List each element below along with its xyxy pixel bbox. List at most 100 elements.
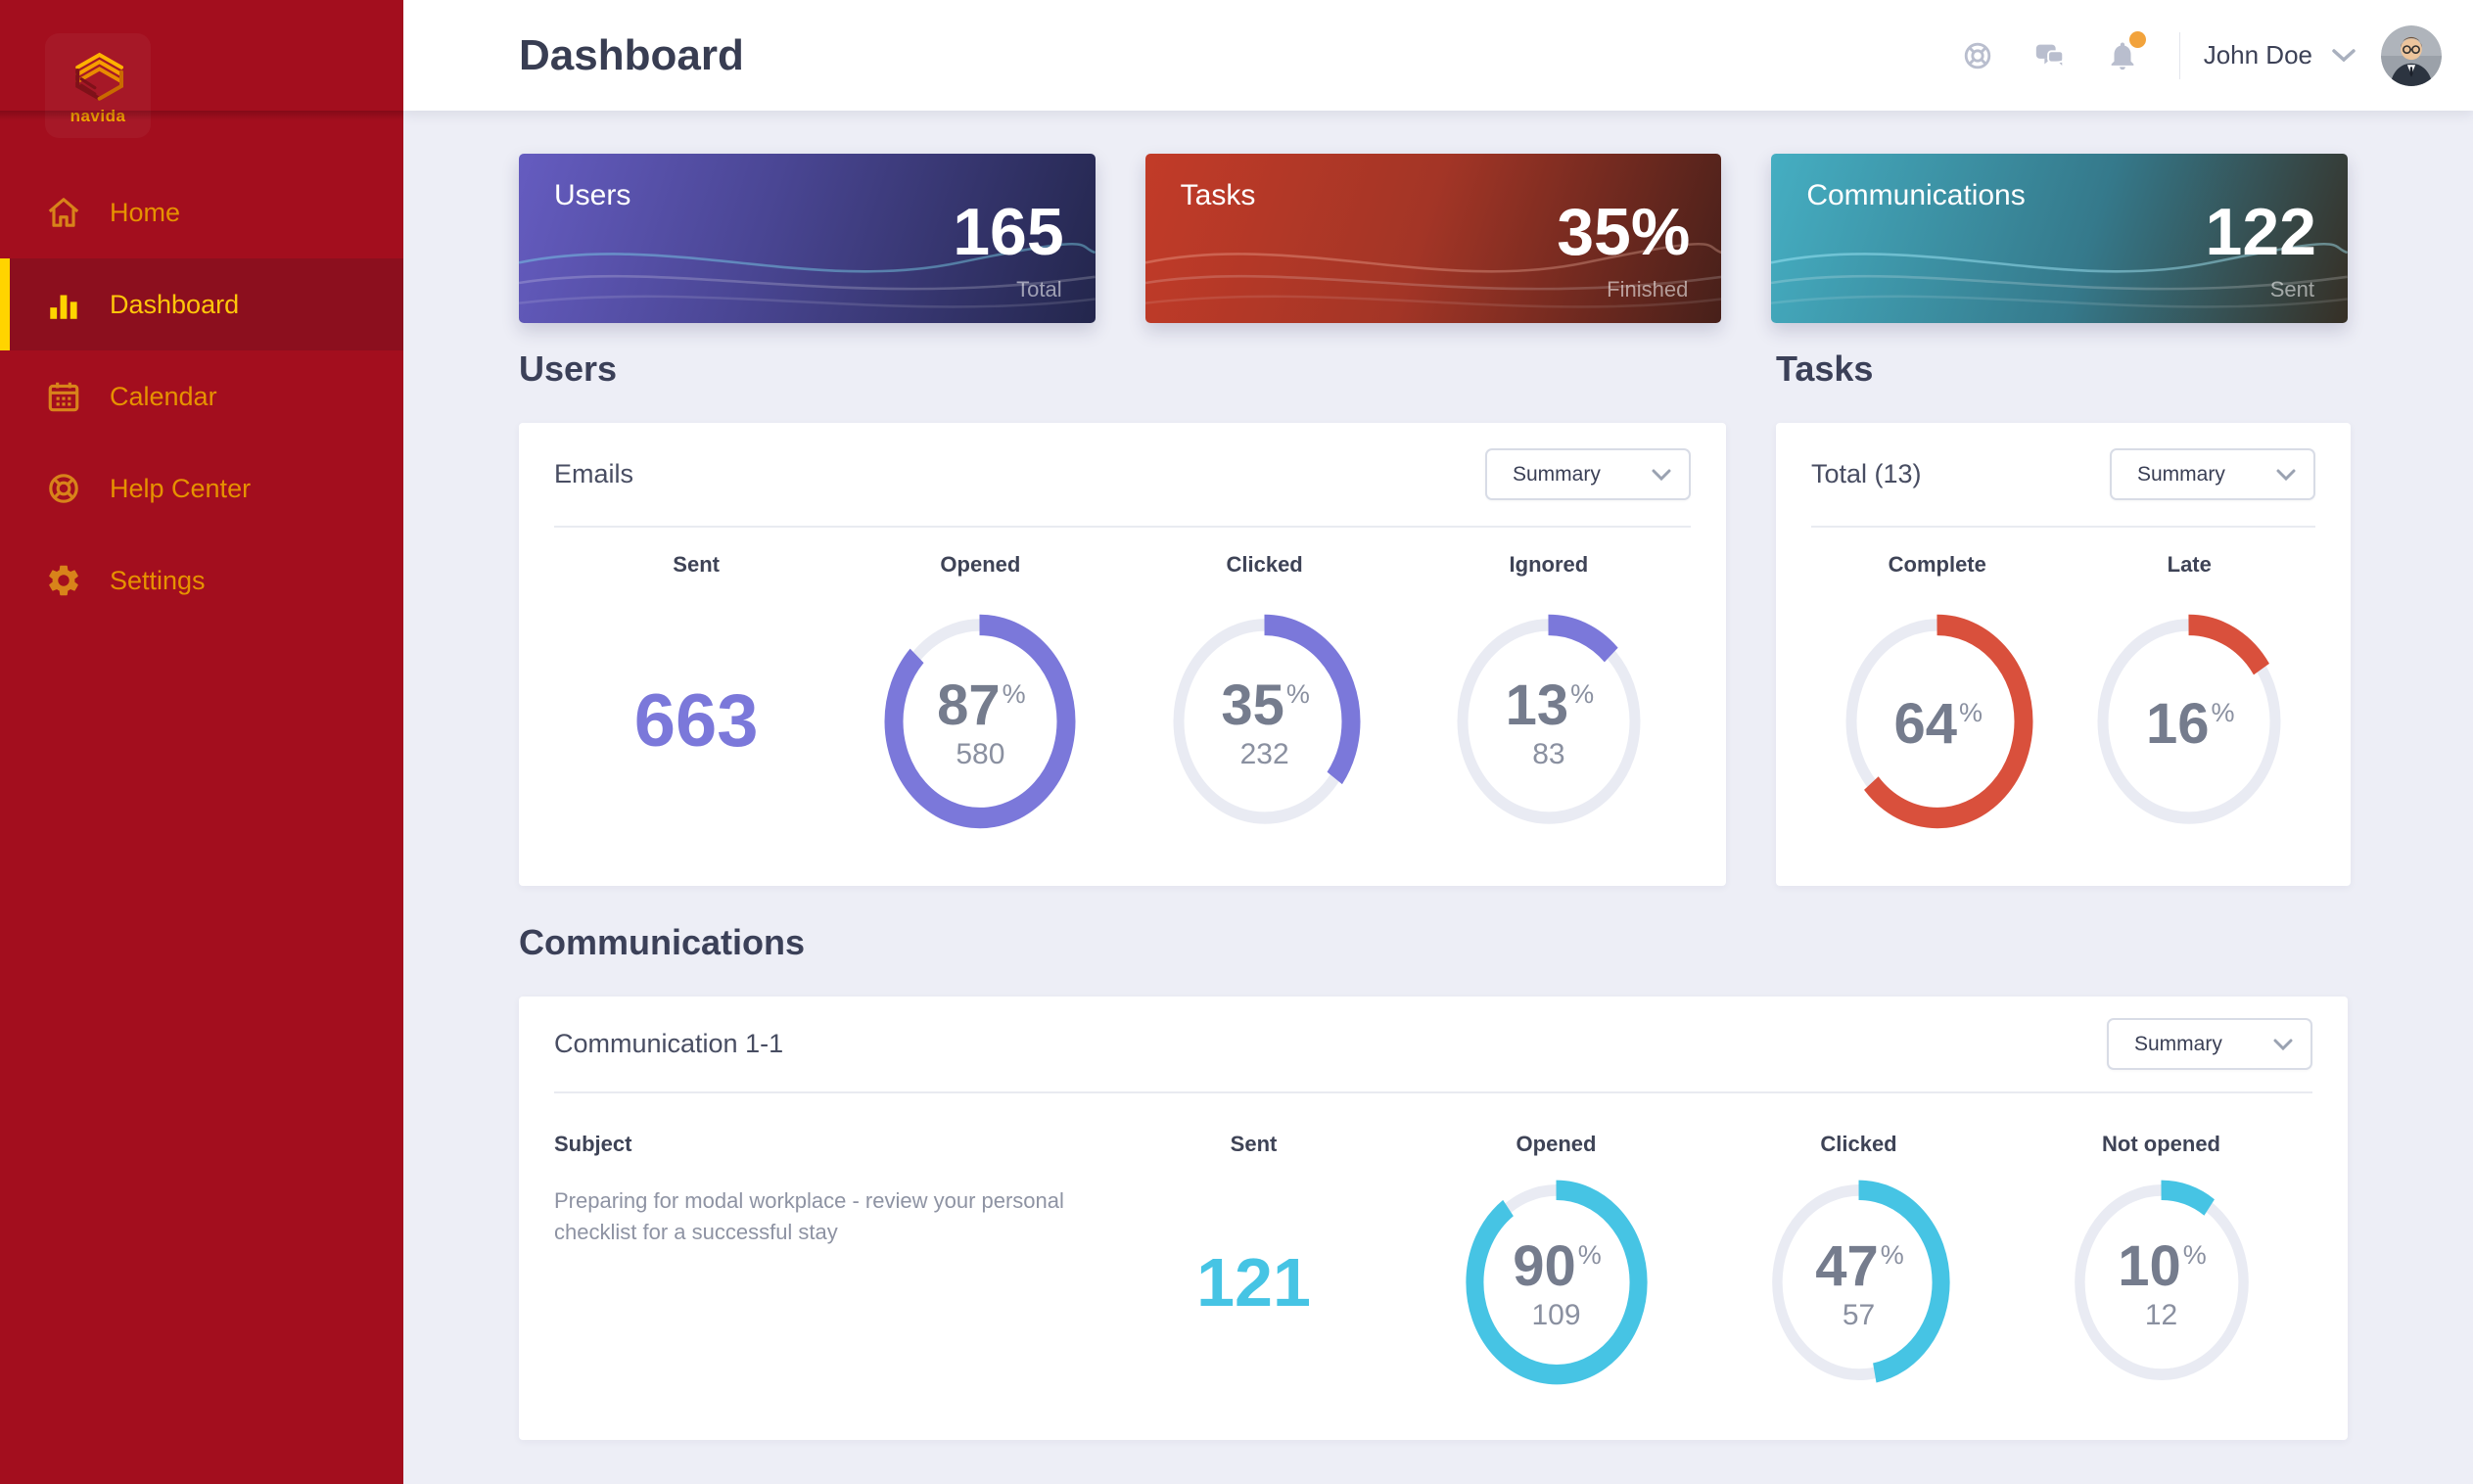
tasks-section-heading: Tasks (1776, 348, 1874, 389)
sent-column: Sent 663 (554, 551, 838, 831)
avatar[interactable] (2381, 24, 2442, 86)
notification-dot (2128, 30, 2146, 48)
users-section-heading: Users (519, 348, 618, 389)
stat-card-value: 122 (2205, 195, 2316, 269)
top-header: Dashboard (403, 0, 2473, 111)
donut-chart-clicked: 35% 232 (1167, 612, 1363, 831)
communications-section: Communications Communication 1-1 Summary… (519, 918, 2348, 1440)
not-opened-column: Not opened 10% 12 (2010, 1131, 2312, 1387)
column-label: Opened (1516, 1132, 1597, 1156)
column-label: Clicked (1820, 1132, 1897, 1156)
stat-card-row: Users 165 Total Tasks 35% Finished Commu… (519, 154, 2348, 323)
main-content: Users 165 Total Tasks 35% Finished Commu… (403, 111, 2473, 1484)
logo-icon (75, 52, 123, 101)
help-icon (45, 470, 82, 507)
logo-text: navida (70, 107, 126, 125)
wave-decoration (1771, 242, 2348, 308)
stat-card-tasks: Tasks 35% Finished (1144, 154, 1722, 323)
late-column: Late 16% (2064, 551, 2316, 831)
sidebar-item-dashboard[interactable]: Dashboard (0, 258, 403, 350)
bar-chart-icon (45, 286, 82, 323)
clicked-column: Clicked 47% 57 (1707, 1131, 2010, 1387)
panel-divider (554, 1091, 2312, 1093)
chevron-down-icon (1652, 469, 1671, 481)
opened-column: Opened 87% 580 (838, 551, 1122, 831)
bell-icon (2111, 42, 2134, 70)
column-label: Late (2167, 552, 2212, 577)
column-label: Complete (1888, 552, 1986, 577)
sent-total: 121 (1196, 1244, 1311, 1321)
subject-column: Subject Preparing for modal workplace - … (554, 1131, 1102, 1387)
sidebar: navida Home Dashboard (0, 0, 403, 1484)
stat-card-value: 35% (1557, 195, 1691, 269)
chevron-down-icon (2276, 469, 2296, 481)
emails-panel: Emails Summary Sent 663 Ope (519, 423, 1726, 886)
wave-decoration (519, 242, 1096, 308)
notifications-button[interactable] (2095, 28, 2150, 83)
stat-card-users: Users 165 Total (519, 154, 1096, 323)
clicked-column: Clicked 35% 232 (1123, 551, 1407, 831)
chevron-down-icon (2273, 1039, 2293, 1050)
user-name[interactable]: John Doe (2203, 40, 2312, 70)
column-label: Sent (673, 552, 720, 577)
communication-panel: Communication 1-1 Summary Subject Prepar… (519, 997, 2348, 1440)
donut-chart-opened: 90% 109 (1464, 1178, 1650, 1387)
page-title: Dashboard (519, 30, 744, 79)
messages-button[interactable] (2023, 28, 2077, 83)
tasks-section: Tasks Total (13) Summary Complete (1776, 345, 2351, 886)
header-divider (2178, 31, 2180, 79)
stat-card-caption: Sent (2269, 277, 2314, 301)
tasks-panel: Total (13) Summary Complete (1776, 423, 2351, 886)
communication-panel-title: Communication 1-1 (554, 1029, 784, 1058)
column-label: Ignored (1509, 552, 1589, 577)
summary-dropdown[interactable]: Summary (2110, 448, 2315, 500)
ignored-column: Ignored 13% 83 (1407, 551, 1691, 831)
panel-divider (1811, 526, 2315, 528)
stat-card-value: 165 (953, 195, 1064, 269)
sidebar-item-label: Home (110, 197, 181, 227)
opened-column: Opened 90% 109 (1405, 1131, 1707, 1387)
column-label: Clicked (1226, 552, 1303, 577)
complete-column: Complete 64% (1811, 551, 2064, 831)
stat-card-caption: Total (1016, 277, 1062, 301)
sidebar-item-home[interactable]: Home (0, 166, 403, 258)
sidebar-item-label: Help Center (110, 473, 252, 503)
sidebar-menu: Home Dashboard (0, 166, 403, 626)
donut-chart-clicked: 47% 57 (1766, 1178, 1952, 1387)
summary-dropdown-value: Summary (2137, 462, 2225, 486)
communications-section-heading: Communications (519, 922, 806, 962)
emails-panel-title: Emails (554, 459, 634, 488)
donut-chart-ignored: 13% 83 (1451, 612, 1647, 831)
stat-card-caption: Finished (1607, 277, 1689, 301)
summary-dropdown-value: Summary (2134, 1032, 2222, 1055)
summary-dropdown[interactable]: Summary (2107, 1018, 2312, 1070)
donut-chart-opened: 87% 580 (882, 612, 1078, 831)
stat-card-communications: Communications 122 Sent (1771, 154, 2348, 323)
sidebar-item-label: Dashboard (110, 289, 240, 319)
sent-total: 663 (633, 679, 759, 763)
home-icon (45, 194, 82, 231)
tasks-panel-title: Total (13) (1811, 459, 1922, 488)
column-label: Sent (1230, 1132, 1278, 1156)
app-logo: navida (45, 33, 151, 138)
stat-card-title: Tasks (1180, 179, 1256, 211)
column-label: Not opened (2102, 1132, 2220, 1156)
donut-chart-complete: 64% (1840, 612, 2035, 831)
sidebar-item-label: Settings (110, 565, 206, 595)
panel-divider (554, 526, 1691, 528)
calendar-icon (45, 378, 82, 415)
users-section: Users Emails Summary Sent 663 (519, 345, 1726, 886)
help-globe-button[interactable] (1950, 28, 2005, 83)
summary-dropdown[interactable]: Summary (1485, 448, 1691, 500)
sidebar-item-settings[interactable]: Settings (0, 534, 403, 626)
gear-icon (45, 562, 82, 599)
stat-card-title: Users (554, 179, 631, 211)
chat-icon (2035, 44, 2064, 70)
chevron-down-icon[interactable] (2332, 49, 2356, 68)
sidebar-item-calendar[interactable]: Calendar (0, 350, 403, 442)
column-label: Opened (940, 552, 1021, 577)
sidebar-item-label: Calendar (110, 381, 217, 411)
column-label: Subject (554, 1132, 632, 1156)
sidebar-item-help-center[interactable]: Help Center (0, 442, 403, 534)
sent-column: Sent 121 (1102, 1131, 1405, 1387)
